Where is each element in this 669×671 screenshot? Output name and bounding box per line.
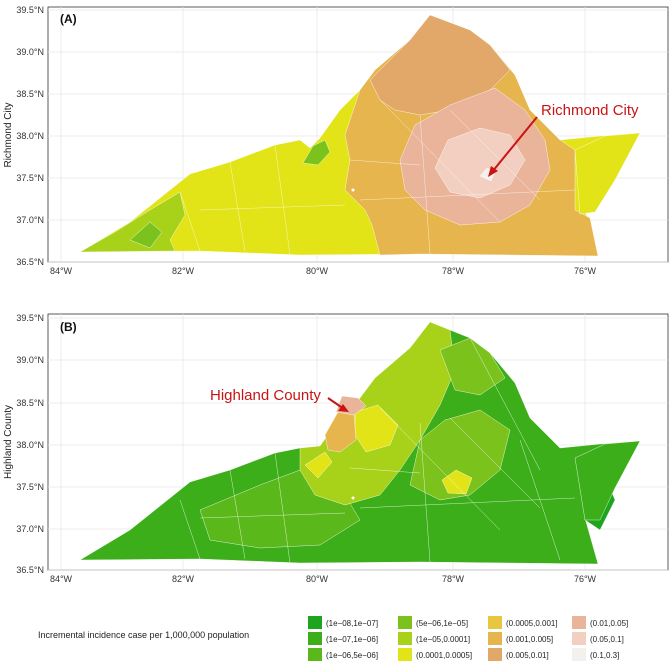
annotation-label-b: Highland County [210, 387, 321, 404]
yellow-county-sw [304, 451, 333, 479]
light-pink-core [434, 127, 526, 199]
svg-text:37.5°N: 37.5°N [16, 482, 44, 492]
legend-label: (5e−06,1e−05] [416, 619, 468, 628]
mid-green-b [409, 409, 511, 501]
svg-text:38.5°N: 38.5°N [16, 89, 44, 99]
panel-a-lon-ticks: 84°W 82°W 80°W 78°W 76°W [50, 266, 597, 276]
svg-text:76°W: 76°W [574, 266, 597, 276]
svg-text:82°W: 82°W [172, 574, 195, 584]
svg-text:84°W: 84°W [50, 574, 73, 584]
svg-text:76°W: 76°W [574, 574, 597, 584]
eastern-shore-a [574, 132, 641, 215]
eastern-shore-b [574, 440, 641, 521]
svg-text:78°W: 78°W [442, 266, 465, 276]
north-green-county [302, 139, 331, 166]
svg-text:80°W: 80°W [306, 266, 329, 276]
svg-text:82°W: 82°W [172, 266, 195, 276]
svg-text:37.0°N: 37.0°N [16, 215, 44, 225]
west-green-region [79, 191, 186, 253]
panel-b: Highland County (B) 39.5°N 39.0°N 38.5°N… [3, 313, 669, 584]
yellow-county-central [441, 469, 473, 495]
legend-title: Incremental incidence case per 1,000,000… [38, 630, 249, 640]
legend-label: (1e−06,5e−06] [326, 651, 378, 660]
panel-b-lon-ticks: 84°W 82°W 80°W 78°W 76°W [50, 574, 597, 584]
legend-label: (1e−05,0.0001] [416, 635, 470, 644]
legend-swatch [488, 648, 502, 661]
svg-text:38.0°N: 38.0°N [16, 131, 44, 141]
legend-label: (0.01,0.05] [590, 619, 628, 628]
svg-text:37.0°N: 37.0°N [16, 524, 44, 534]
legend-label: (0.05,0.1] [590, 635, 624, 644]
legend-swatch [488, 632, 502, 645]
svg-text:39.0°N: 39.0°N [16, 47, 44, 57]
legend-swatch [398, 616, 412, 629]
legend-swatch [572, 648, 586, 661]
legend-label: (0.0005,0.001] [506, 619, 558, 628]
svg-text:36.5°N: 36.5°N [16, 257, 44, 267]
annotation-arrow-b [327, 397, 349, 412]
legend-label: (1e−08,1e−07] [326, 619, 378, 628]
svg-text:39.5°N: 39.5°N [16, 313, 44, 323]
svg-text:39.5°N: 39.5°N [16, 5, 44, 15]
legend-label: (0.001,0.005] [506, 635, 553, 644]
svg-text:84°W: 84°W [50, 266, 73, 276]
svg-text:36.5°N: 36.5°N [16, 565, 44, 575]
svg-text:78°W: 78°W [442, 574, 465, 584]
panel-a-side-label: Richmond City [3, 102, 14, 167]
panel-b-tag: (B) [60, 320, 77, 334]
panel-a-lat-ticks: 39.5°N 39.0°N 38.5°N 38.0°N 37.5°N 37.0°… [16, 5, 44, 267]
svg-text:37.5°N: 37.5°N [16, 173, 44, 183]
svg-text:38.5°N: 38.5°N [16, 398, 44, 408]
annotation-label-a: Richmond City [541, 102, 639, 119]
legend-swatch [308, 616, 322, 629]
legend-swatch [308, 632, 322, 645]
legend: Incremental incidence case per 1,000,000… [38, 616, 628, 661]
panel-a-tag: (A) [60, 12, 77, 26]
legend-swatch [572, 632, 586, 645]
legend-label: (0.1,0.3] [590, 651, 619, 660]
legend-label: (0.005,0.01] [506, 651, 549, 660]
legend-swatch [308, 648, 322, 661]
panel-b-side-label: Highland County [3, 405, 14, 479]
panel-a: Richmond City (A) 39.5°N 39.0°N 38.5°N 3… [3, 5, 669, 276]
svg-text:39.0°N: 39.0°N [16, 355, 44, 365]
legend-swatch [398, 648, 412, 661]
north-orange-band [369, 14, 511, 116]
legend-swatch [488, 616, 502, 629]
panel-b-lat-ticks: 39.5°N 39.0°N 38.5°N 38.0°N 37.5°N 37.0°… [16, 313, 44, 575]
legend-swatch [572, 616, 586, 629]
legend-label: (1e−07,1e−06] [326, 635, 378, 644]
svg-text:38.0°N: 38.0°N [16, 440, 44, 450]
legend-label: (0.0001,0.0005] [416, 651, 472, 660]
annotation-arrow-a [488, 116, 538, 177]
west-green-region-2 [129, 221, 163, 249]
legend-items: (1e−08,1e−07] (1e−07,1e−06] (1e−06,5e−06] (… [308, 616, 628, 661]
legend-swatch [398, 632, 412, 645]
svg-text:80°W: 80°W [306, 574, 329, 584]
